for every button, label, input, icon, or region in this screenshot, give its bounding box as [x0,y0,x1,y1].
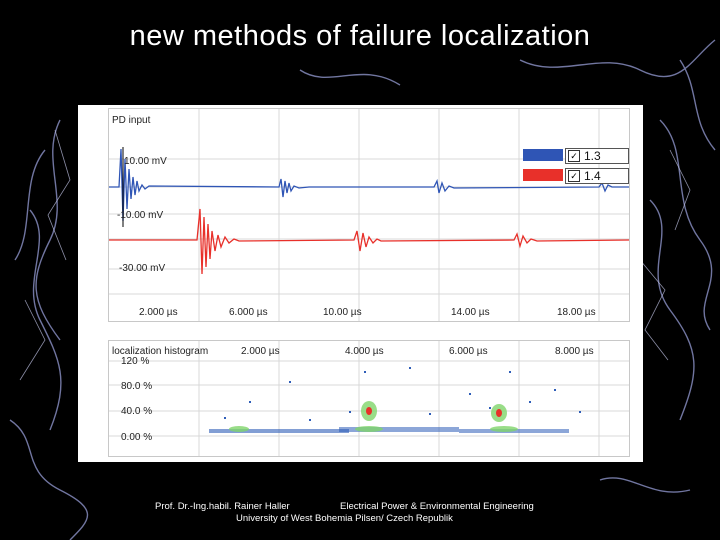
trace-1-4 [109,208,630,275]
y-tick: -30.00 mV [119,263,166,274]
measurement-screenshot: PD input 10.00 mV -10.00 mV -30.00 mV 2.… [78,105,643,462]
legend-item-1-3[interactable]: ✓ 1.3 [523,146,631,164]
legend-box: ✓ 1.4 [565,168,629,184]
hist-x-tick: 8.000 µs [555,346,594,357]
x-tick: 6.000 µs [229,307,268,318]
legend-swatch [523,169,563,181]
legend-box: ✓ 1.3 [565,148,629,164]
checkbox-icon[interactable]: ✓ [568,170,580,182]
hist-x-tick: 2.000 µs [241,346,280,357]
legend-item-1-4[interactable]: ✓ 1.4 [523,166,631,184]
x-tick: 18.00 µs [557,307,596,318]
hist-y-tick: 80.0 % [121,381,153,392]
scope-legend: ✓ 1.3 ✓ 1.4 [523,146,631,185]
hist-x-tick: 6.000 µs [449,346,488,357]
y-tick: 10.00 mV [124,156,167,167]
scope-panel: PD input 10.00 mV -10.00 mV -30.00 mV 2.… [108,108,630,322]
trace-1-3 [109,148,629,222]
x-tick: 2.000 µs [139,307,178,318]
histogram-peaks [229,401,518,432]
hist-x-tick: 4.000 µs [345,346,384,357]
legend-label: 1.3 [584,149,601,163]
hist-y-tick: 0.00 % [121,432,153,443]
slide-title: new methods of failure localization [129,20,591,52]
footer-university: University of West Bohemia Pilsen/ Czech… [236,513,453,524]
histogram-plot [109,341,629,456]
x-tick: 10.00 µs [323,307,362,318]
legend-label: 1.4 [584,169,601,183]
footer-department: Electrical Power & Environmental Enginee… [340,501,534,512]
y-tick: -10.00 mV [117,210,164,221]
hist-y-tick: 120 % [121,356,150,367]
footer-author: Prof. Dr.-Ing.habil. Rainer Haller [155,501,290,512]
x-tick: 14.00 µs [451,307,490,318]
legend-swatch [523,149,563,161]
scope-plot [109,109,630,321]
histogram-title: localization histogram [112,346,209,357]
checkbox-icon[interactable]: ✓ [568,150,580,162]
hist-y-tick: 40.0 % [121,406,153,417]
histogram-panel: localization histogram 2.000 µs 4.000 µs… [108,340,630,457]
scope-title: PD input [112,115,151,126]
